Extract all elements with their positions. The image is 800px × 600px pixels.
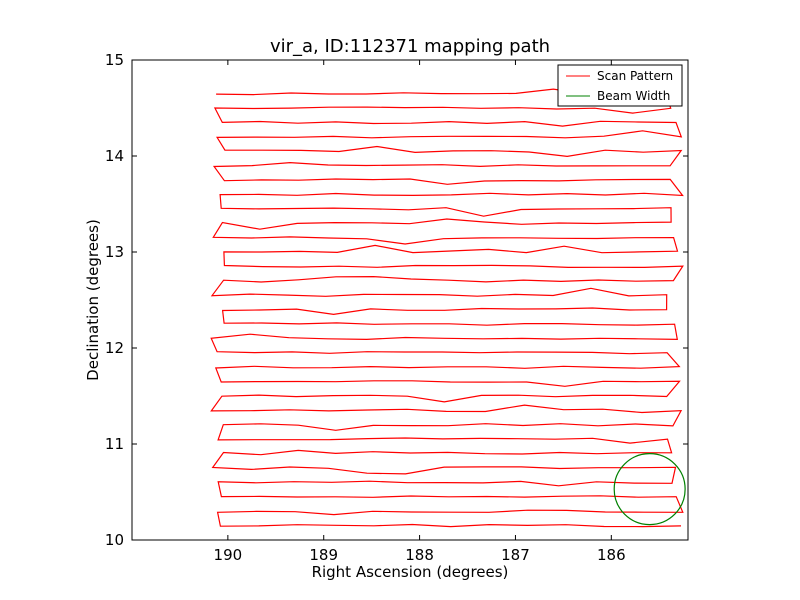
y-tick-label: 10 [105, 531, 124, 549]
y-tick-label: 15 [105, 51, 124, 69]
y-tick-label: 12 [105, 339, 124, 357]
x-axis-label: Right Ascension (degrees) [312, 563, 509, 581]
y-axis: 10 11 12 13 14 15 [105, 51, 688, 549]
y-axis-label: Declination (degrees) [84, 219, 102, 381]
plot-area [131, 59, 689, 541]
x-axis: 190 189 188 187 186 [214, 60, 626, 564]
x-tick-label: 187 [501, 546, 530, 564]
legend-box [557, 64, 683, 107]
chart-title: vir_a, ID:112371 mapping path [270, 36, 550, 57]
beam-width-series [613, 453, 686, 526]
plot-background [132, 60, 688, 540]
x-tick-label: 188 [405, 546, 434, 564]
y-tick-label: 13 [105, 243, 124, 261]
y-tick-label: 11 [105, 435, 124, 453]
scan-pattern-line [210, 88, 684, 528]
legend: Scan Pattern Beam Width [557, 64, 683, 107]
y-tick-label: 14 [105, 147, 124, 165]
legend-beam-label: Beam Width [597, 89, 670, 103]
plot-frame [131, 59, 689, 541]
x-tick-label: 189 [309, 546, 338, 564]
x-tick-label: 186 [597, 546, 626, 564]
x-tick-label: 190 [214, 546, 243, 564]
beam-width-circle [613, 453, 686, 526]
legend-scan-label: Scan Pattern [597, 69, 673, 83]
scan-pattern-series [210, 88, 684, 528]
